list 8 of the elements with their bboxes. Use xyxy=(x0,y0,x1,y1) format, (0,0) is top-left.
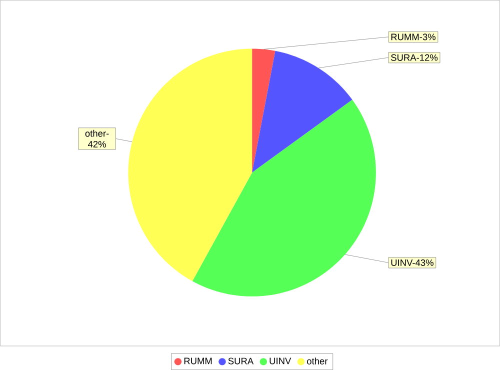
data-label: other-42% xyxy=(85,130,109,148)
data-label: UINV-43% xyxy=(391,259,434,266)
legend-label: other xyxy=(307,358,328,364)
legend-label: SURA xyxy=(228,358,254,364)
legend-label: UINV xyxy=(270,358,292,364)
data-label: RUMM-3% xyxy=(391,34,436,40)
legend-label: RUMM xyxy=(184,358,212,364)
data-label: SURA-12% xyxy=(391,54,438,61)
